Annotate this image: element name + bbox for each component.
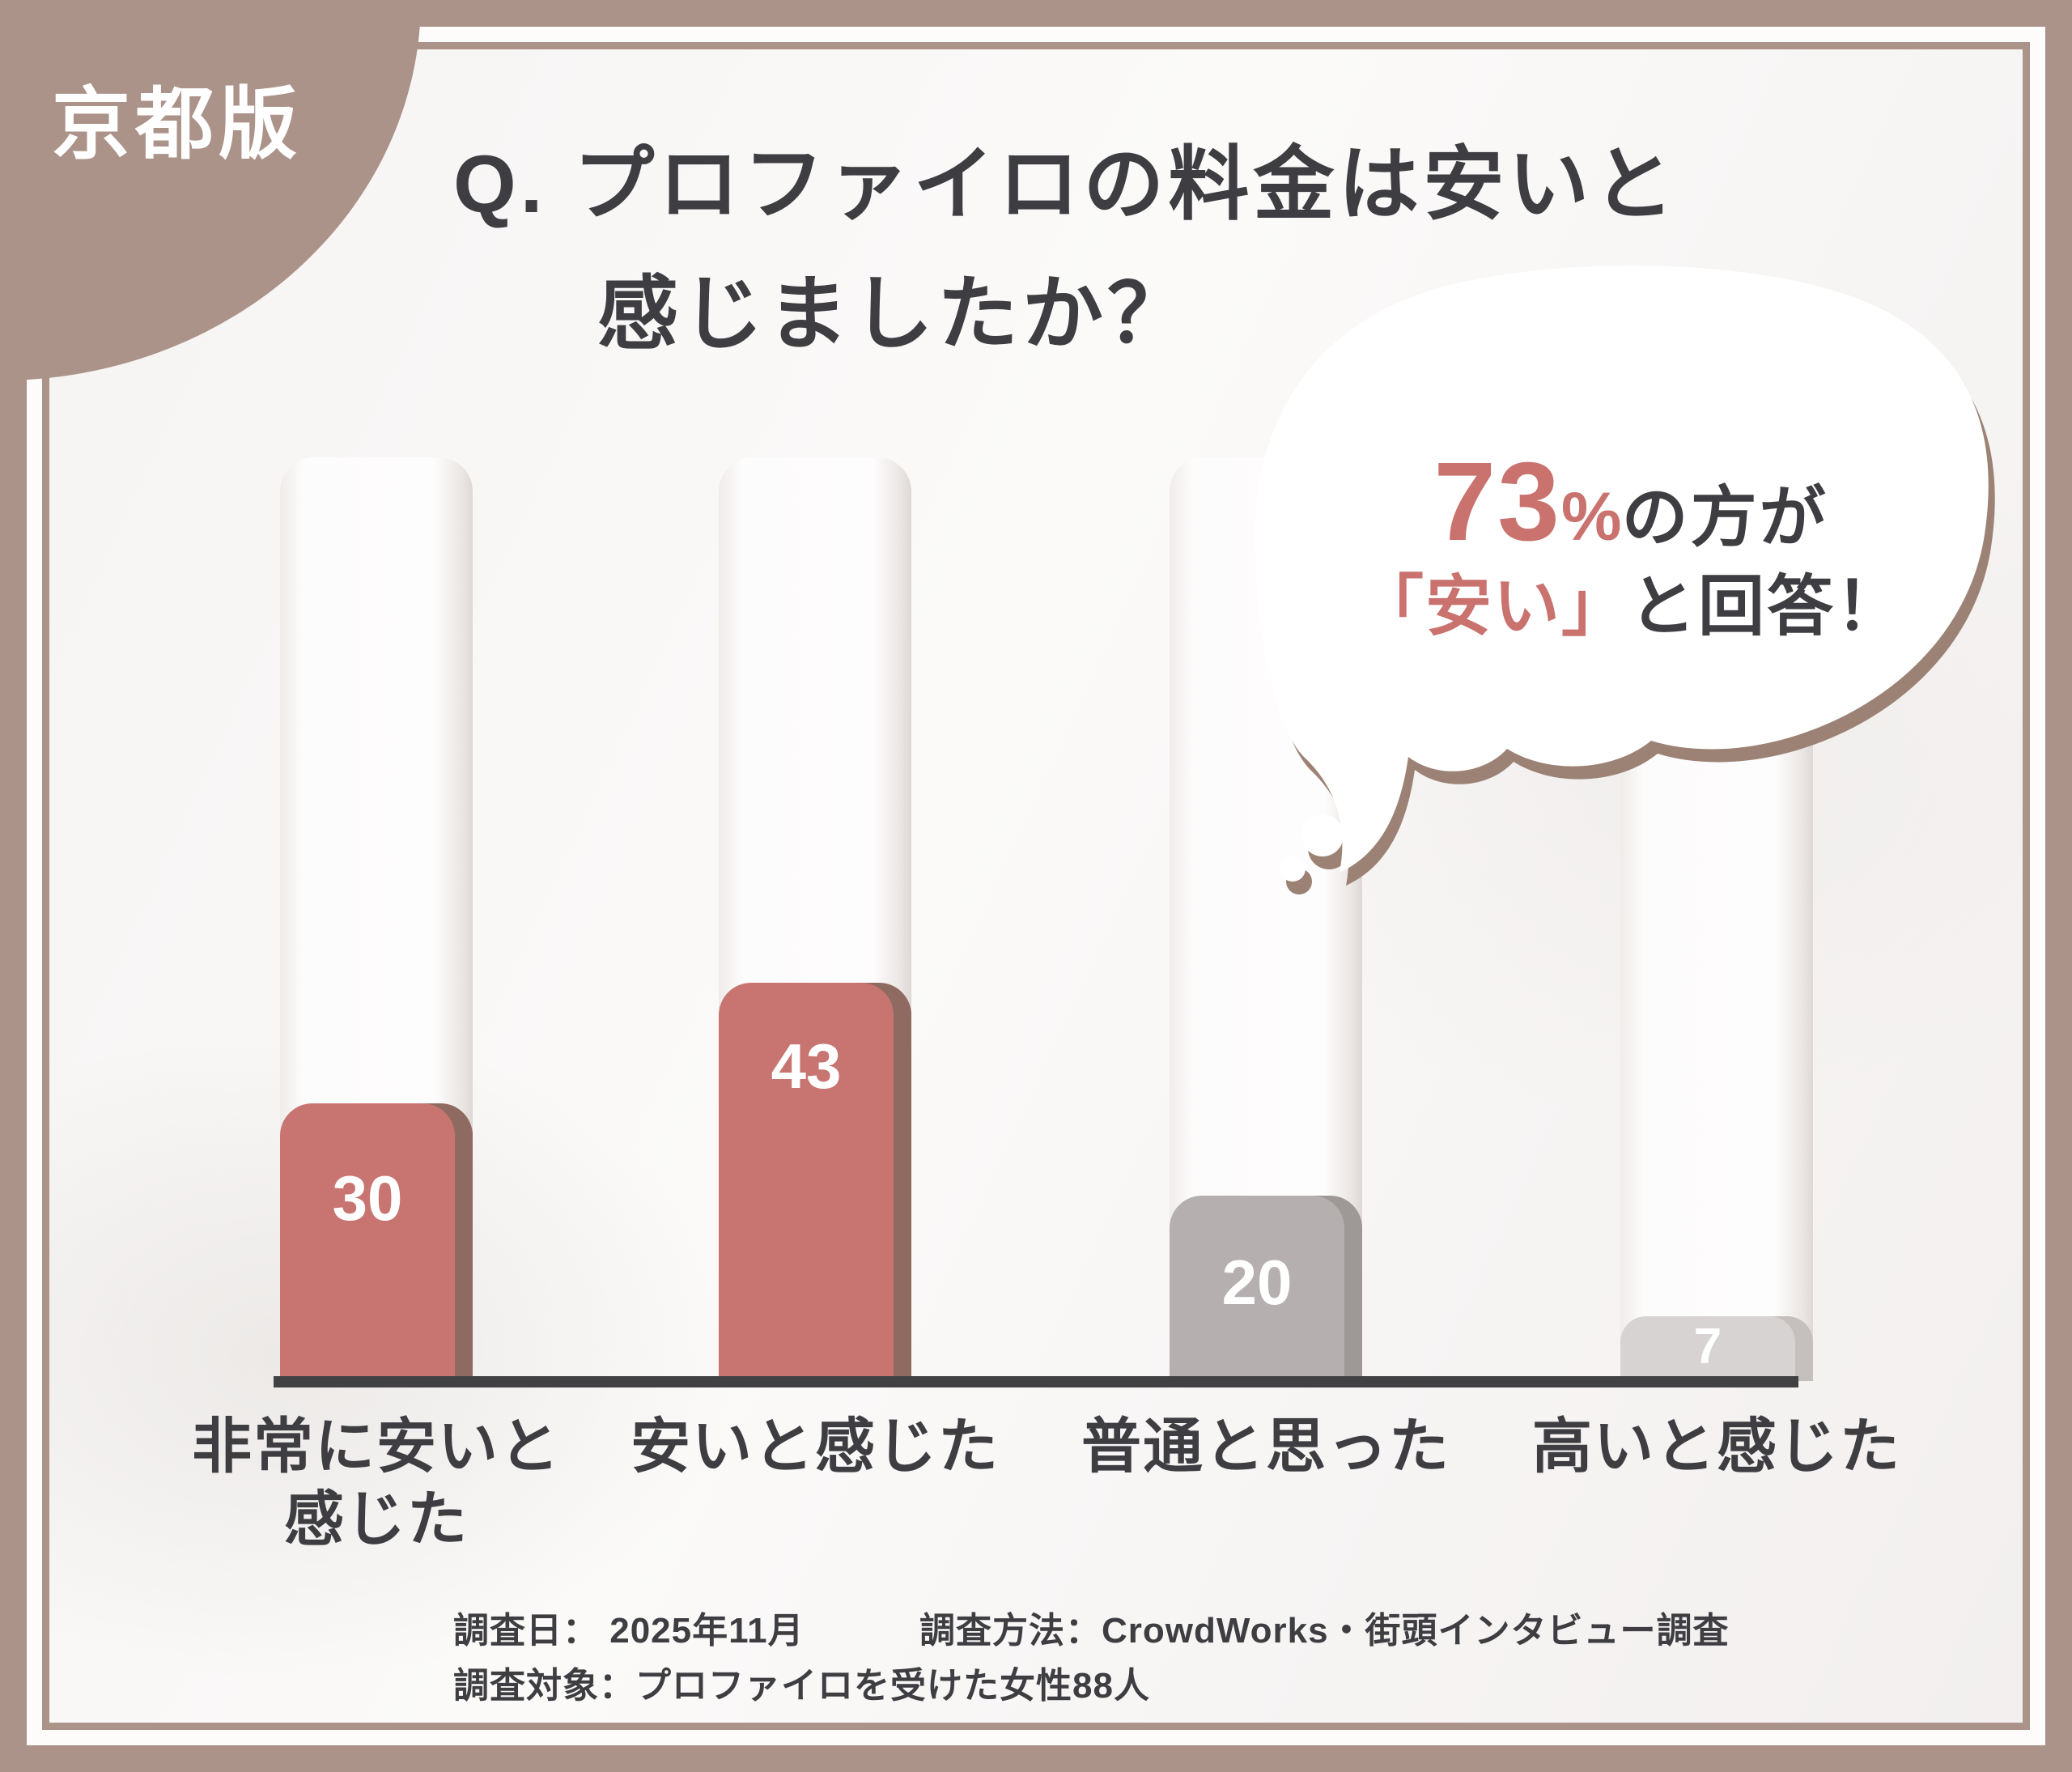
category-label: 高いと感じた	[1450, 1410, 1984, 1483]
bar-4: 7	[1620, 1316, 1813, 1381]
bubble-line1: 73%の方が	[1319, 444, 1942, 561]
bubble-suffix2: と回答！	[1629, 569, 1905, 644]
bar-2: 43	[719, 983, 911, 1381]
category-label-line: 非常に安いと	[192, 1413, 561, 1480]
percent-value: 73	[1433, 440, 1561, 564]
bar-value-label: 20	[1221, 1247, 1293, 1318]
category-label-line: 感じた	[284, 1485, 469, 1553]
category-label: 普通と思った	[999, 1410, 1533, 1483]
bar-value-label: 43	[771, 1030, 842, 1102]
survey-method: 調査方法：CrowdWorks・街頭インタビュー調査	[919, 1611, 1730, 1651]
category-label: 安いと感じた	[548, 1410, 1082, 1483]
category-label-line: 普通と思った	[1081, 1413, 1450, 1480]
bubble-annotation: 73%の方が 「安い」と回答！	[1319, 444, 1942, 642]
survey-date-label: 調査日：	[453, 1611, 599, 1651]
category-label-line: 安いと感じた	[631, 1413, 1000, 1480]
category-label: 非常に安いと 感じた	[109, 1410, 643, 1557]
bubble-line2: 「安い」と回答！	[1319, 572, 1942, 642]
title-line1: Q. プロファイロの料金は安いと	[453, 139, 1679, 230]
bubble-suffix1: の方が	[1621, 481, 1828, 555]
bar-value-label: 7	[1693, 1319, 1722, 1375]
speech-bubble-body	[1255, 266, 1989, 882]
bubble-highlight: 「安い」	[1357, 569, 1629, 644]
bar-1: 30	[280, 1103, 473, 1381]
percent-sign: %	[1560, 478, 1622, 555]
survey-date: 調査日： 2025年11月	[453, 1601, 805, 1653]
category-label-line: 高いと感じた	[1532, 1413, 1901, 1480]
title-line2: 感じましたか？	[597, 269, 1192, 359]
kyoto-badge-label: 京都版	[52, 80, 302, 168]
x-axis-line	[274, 1376, 1798, 1387]
bar-value-label: 30	[332, 1162, 403, 1234]
page-title: Q. プロファイロの料金は安いと 感じましたか？	[453, 120, 1678, 379]
survey-target: 調査対象：プロファイロを受けた女性88人	[453, 1666, 1150, 1706]
survey-date-value: 2025年11月	[609, 1611, 805, 1651]
bar-3: 20	[1170, 1196, 1362, 1381]
